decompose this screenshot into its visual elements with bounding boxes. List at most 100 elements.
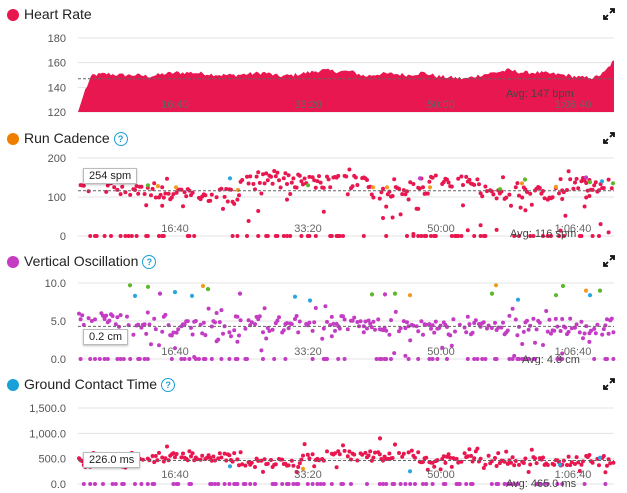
data-point <box>553 316 558 321</box>
help-icon[interactable]: ? <box>142 255 157 269</box>
data-point <box>336 449 341 454</box>
data-point <box>465 228 470 233</box>
x-tick-label: 1:06:40 <box>555 223 592 235</box>
data-point <box>453 329 457 334</box>
data-point <box>318 482 323 486</box>
data-point <box>406 450 411 455</box>
data-point <box>310 452 315 457</box>
outlier-point <box>370 185 376 190</box>
data-point <box>235 339 240 344</box>
data-point <box>160 203 165 208</box>
data-point <box>515 482 520 486</box>
data-point <box>297 461 302 466</box>
data-point <box>291 176 296 181</box>
data-point <box>259 191 264 196</box>
data-point <box>389 357 393 361</box>
data-point <box>219 308 224 313</box>
data-point <box>361 234 366 238</box>
data-point <box>171 451 176 456</box>
data-point <box>278 185 283 190</box>
data-point <box>289 458 294 463</box>
expand-icon[interactable] <box>603 378 615 390</box>
data-point <box>593 180 598 185</box>
data-point <box>235 234 240 238</box>
data-point <box>101 313 105 318</box>
data-point <box>464 330 469 335</box>
data-point <box>549 234 553 238</box>
data-point <box>337 326 342 331</box>
data-point <box>355 458 360 463</box>
expand-icon[interactable] <box>603 8 615 20</box>
data-point <box>157 234 161 238</box>
data-point <box>371 319 376 324</box>
oscillation-tooltip-badge: 0.2 cm <box>83 329 129 345</box>
data-point <box>369 192 374 197</box>
data-point <box>113 482 118 486</box>
data-point <box>355 183 360 187</box>
data-point <box>425 191 430 196</box>
data-point <box>307 320 312 325</box>
data-point <box>526 327 531 332</box>
oscillation-title-text: Vertical Oscillation <box>24 253 139 269</box>
data-point <box>184 194 189 199</box>
data-point <box>120 184 125 189</box>
data-point <box>446 452 451 457</box>
heart-rate-header: Heart Rate <box>0 4 627 26</box>
data-point <box>605 463 609 468</box>
data-point <box>261 330 265 335</box>
help-icon[interactable]: ? <box>113 132 128 146</box>
data-point <box>313 306 318 310</box>
data-point <box>133 482 137 486</box>
data-point <box>310 357 315 361</box>
data-point <box>483 184 488 189</box>
data-point <box>283 171 288 176</box>
data-point <box>209 357 214 361</box>
data-point <box>329 334 334 339</box>
data-point <box>171 192 176 197</box>
data-point <box>429 326 433 331</box>
data-point <box>261 357 265 361</box>
data-point <box>584 324 589 329</box>
data-point <box>267 329 272 333</box>
outlier-point <box>392 291 398 296</box>
outlier-point <box>553 293 559 298</box>
data-point <box>454 456 459 461</box>
data-point <box>597 234 601 238</box>
data-point <box>104 313 109 318</box>
data-point <box>464 482 469 486</box>
help-icon[interactable]: ? <box>161 378 176 392</box>
data-point <box>389 318 393 323</box>
data-point <box>336 173 341 178</box>
expand-icon[interactable] <box>603 132 615 144</box>
data-point <box>265 461 270 466</box>
data-point <box>189 454 193 459</box>
data-point <box>272 357 277 361</box>
data-point <box>443 460 448 465</box>
data-point <box>115 357 120 361</box>
data-point <box>368 321 373 326</box>
data-point <box>472 357 477 361</box>
data-point <box>541 234 545 238</box>
data-point <box>150 186 155 191</box>
cadence-title: Run Cadence? <box>24 130 128 146</box>
data-point <box>512 353 517 358</box>
data-point <box>145 482 150 486</box>
data-point <box>534 461 539 466</box>
data-point <box>102 357 107 361</box>
expand-icon[interactable] <box>603 255 615 267</box>
data-point <box>243 326 248 331</box>
data-point <box>265 234 270 238</box>
data-point <box>397 186 401 191</box>
data-point <box>347 449 352 454</box>
data-point <box>483 234 488 238</box>
data-point <box>286 463 291 468</box>
data-point <box>369 325 374 330</box>
data-point <box>326 177 331 182</box>
heart-rate-chart: 180 160 140 120 16:40 33:20 50:00 1:06:40 Avg:… <box>48 33 614 116</box>
data-point <box>587 194 592 198</box>
heart-rate-title: Heart Rate <box>24 6 92 22</box>
outlier-point <box>382 292 388 297</box>
data-point <box>216 337 221 342</box>
cadence-title-text: Run Cadence <box>24 130 110 146</box>
data-point <box>387 332 392 337</box>
